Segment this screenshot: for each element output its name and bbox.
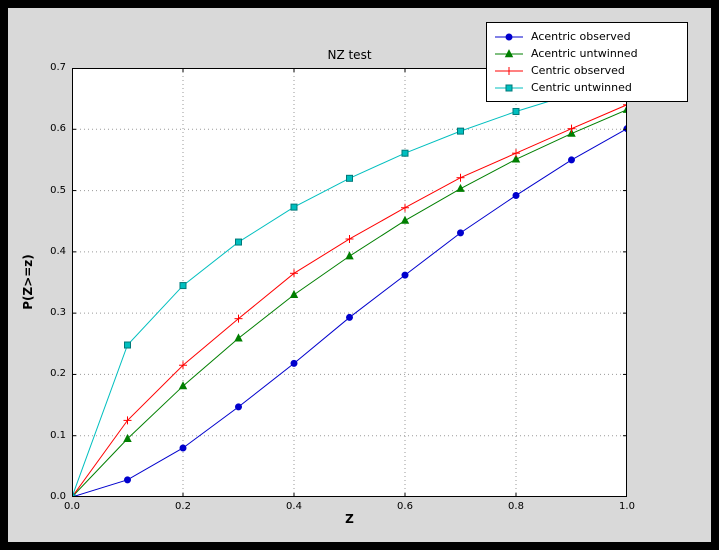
chart-title: NZ test xyxy=(327,48,372,62)
x-axis-label: Z xyxy=(345,512,354,526)
legend-label: Centric untwinned xyxy=(531,81,632,94)
y-axis-label: P(Z>=z) xyxy=(21,254,35,310)
x-tick-label: 0.0 xyxy=(64,501,80,512)
legend-item-acentric-observed: Acentric observed xyxy=(493,28,679,45)
legend: Acentric observed Acentric untwinned Centr… xyxy=(486,22,688,102)
x-tick-label: 0.8 xyxy=(508,501,524,512)
series-acentric-observed xyxy=(72,125,627,497)
gridlines xyxy=(72,68,627,497)
y-tick-label: 0.3 xyxy=(50,307,66,319)
plot-area xyxy=(72,68,627,497)
y-tick-label: 0.6 xyxy=(50,123,66,135)
series-centric-untwinned xyxy=(72,74,627,497)
legend-swatch-acentric-observed xyxy=(495,33,523,40)
y-tick-label: 0.2 xyxy=(50,368,66,380)
series-acentric-untwinned xyxy=(72,104,627,497)
x-tick-label: 0.4 xyxy=(286,501,302,512)
x-tick-label: 0.2 xyxy=(175,501,191,512)
tick-marks xyxy=(72,68,627,497)
series-centric-observed xyxy=(72,100,627,497)
legend-swatch-centric-untwinned xyxy=(495,84,523,91)
axes-border xyxy=(72,68,627,497)
legend-item-acentric-untwinned: Acentric untwinned xyxy=(493,45,679,62)
legend-label: Centric observed xyxy=(531,64,625,77)
legend-label: Acentric observed xyxy=(531,30,631,43)
legend-item-centric-observed: Centric observed xyxy=(493,62,679,79)
plot-canvas xyxy=(72,68,627,497)
legend-label: Acentric untwinned xyxy=(531,47,638,60)
x-tick-label: 0.6 xyxy=(397,501,413,512)
y-tick-label: 0.0 xyxy=(50,491,66,502)
legend-item-centric-untwinned: Centric untwinned xyxy=(493,79,679,96)
legend-swatch-centric-observed xyxy=(495,66,523,75)
y-tick-label: 0.1 xyxy=(50,429,66,441)
legend-swatch-acentric-untwinned xyxy=(495,48,523,57)
y-tick-label: 0.7 xyxy=(50,62,66,73)
x-tick-label: 1.0 xyxy=(619,501,635,512)
y-tick-label: 0.5 xyxy=(50,184,66,196)
y-tick-label: 0.4 xyxy=(50,245,66,257)
